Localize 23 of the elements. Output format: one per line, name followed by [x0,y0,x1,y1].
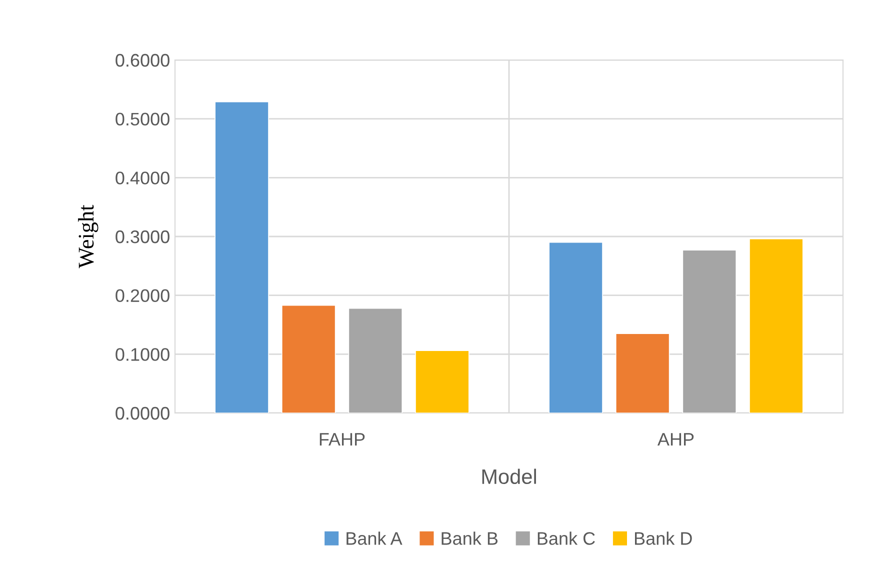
legend-label: Bank A [346,532,402,545]
legend-label: Bank C [538,532,595,545]
legend-label: Bank B [442,532,498,545]
bar [615,333,670,413]
y-tick-label: 0.6000 [116,54,170,67]
bar [749,238,804,413]
y-tick-label: 0.3000 [116,230,170,244]
y-tick-label: 0.4000 [116,172,170,184]
x-axis-title: Model [482,468,536,484]
y-tick-label: 0.0000 [116,406,170,420]
legend-label: Bank D [635,532,692,545]
bar [548,242,603,413]
bar [682,250,737,413]
y-axis-title: Weight [78,204,98,268]
y-tick-label: 0.2000 [116,289,170,302]
x-tick-label: AHP [657,433,694,446]
y-tick-label: 0.1000 [116,348,170,361]
bar [281,304,336,413]
bar [214,101,269,413]
x-tick-label: FAHP [320,433,365,446]
y-tick-label: 0.5000 [116,112,170,126]
bar [415,350,470,413]
bar [348,308,403,413]
